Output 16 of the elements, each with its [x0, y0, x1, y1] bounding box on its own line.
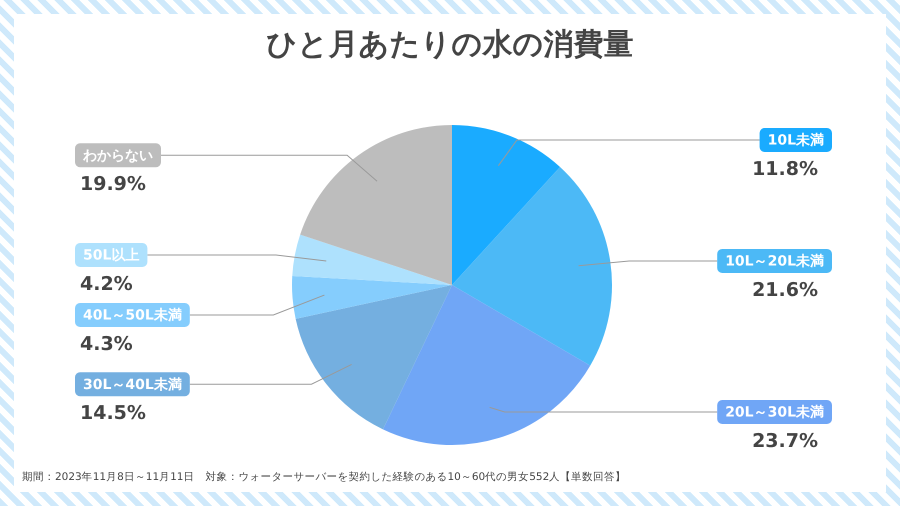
text: 期間：2023年11月8日～11月11日 対象：ウォーターサーバーを契約した経験のある10～60代の男女552人【単数回答】	[22, 470, 626, 484]
slice-label: 50L以上	[83, 248, 140, 264]
data-label: 11.8%	[752, 158, 818, 180]
chart-title: ひと月あたりの水の消費量	[266, 26, 634, 64]
data-label: 4.3%	[80, 332, 133, 355]
data-label: 23.7%	[752, 430, 818, 452]
slice-label: 30L～40L未満	[82, 376, 182, 393]
slice-label: わからない	[82, 148, 153, 164]
slice-label: 20L～30L未満	[725, 404, 824, 421]
data-label: 4.2%	[80, 272, 133, 295]
data-label: 14.5%	[80, 402, 146, 424]
slice-label: 10L未満	[768, 132, 824, 149]
slice-label: 40L～50L未満	[82, 308, 182, 324]
data-label: 21.6%	[752, 278, 818, 301]
data-label: 19.9%	[80, 173, 146, 196]
slice-label: 10L～20L未満	[725, 254, 824, 270]
